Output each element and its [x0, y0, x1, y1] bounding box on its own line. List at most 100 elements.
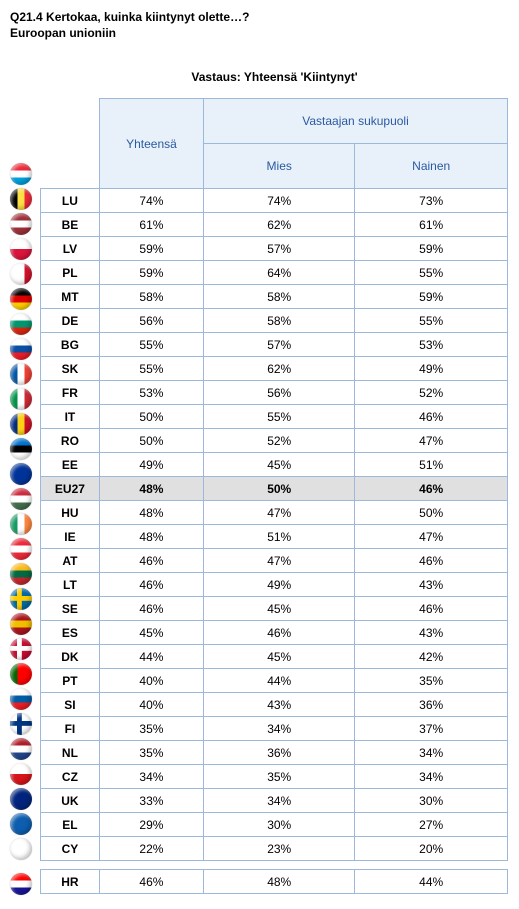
header-female: Nainen — [355, 144, 508, 189]
country-code: AT — [41, 549, 100, 573]
value-male: 58% — [204, 285, 355, 309]
value-male: 57% — [204, 237, 355, 261]
value-male: 55% — [204, 405, 355, 429]
value-total: 46% — [99, 870, 203, 894]
flag-icon — [10, 513, 32, 535]
value-female: 46% — [355, 549, 508, 573]
table-row: PL59%64%55% — [41, 261, 508, 285]
country-code: EE — [41, 453, 100, 477]
value-male: 43% — [204, 693, 355, 717]
country-code: BG — [41, 333, 100, 357]
value-male: 57% — [204, 333, 355, 357]
value-female: 20% — [355, 837, 508, 861]
value-male: 36% — [204, 741, 355, 765]
flag-icon — [10, 838, 32, 860]
question-subtitle: Euroopan unioniin — [10, 26, 509, 40]
flag-icon — [10, 288, 32, 310]
value-total: 50% — [99, 405, 203, 429]
value-female: 55% — [355, 261, 508, 285]
flag-icon — [10, 213, 32, 235]
table-row: DE56%58%55% — [41, 309, 508, 333]
value-female: 27% — [355, 813, 508, 837]
table-row: DK44%45%42% — [41, 645, 508, 669]
table-row: SI40%43%36% — [41, 693, 508, 717]
table-row: ES45%46%43% — [41, 621, 508, 645]
value-male: 56% — [204, 381, 355, 405]
value-female: 42% — [355, 645, 508, 669]
value-total: 44% — [99, 645, 203, 669]
flag-icon — [10, 563, 32, 585]
value-female: 36% — [355, 693, 508, 717]
table-row: MT58%58%59% — [41, 285, 508, 309]
flag-icon — [10, 688, 32, 710]
question-code: Q21.4 Kertokaa, kuinka kiintynyt olette…… — [10, 10, 509, 24]
table-row: BG55%57%53% — [41, 333, 508, 357]
value-total: 59% — [99, 261, 203, 285]
flag-icon — [10, 538, 32, 560]
table-row: IE48%51%47% — [41, 525, 508, 549]
country-code: SE — [41, 597, 100, 621]
flag-gap — [10, 861, 40, 871]
value-total: 50% — [99, 429, 203, 453]
country-code: RO — [41, 429, 100, 453]
value-male: 45% — [204, 645, 355, 669]
value-male: 34% — [204, 789, 355, 813]
country-code: SK — [41, 357, 100, 381]
flag-icon — [10, 488, 32, 510]
country-code: BE — [41, 213, 100, 237]
country-code: FR — [41, 381, 100, 405]
value-female: 46% — [355, 477, 508, 501]
country-code: LU — [41, 189, 100, 213]
table-row: EE49%45%51% — [41, 453, 508, 477]
country-code: EL — [41, 813, 100, 837]
table-row: NL35%36%34% — [41, 741, 508, 765]
value-male: 47% — [204, 549, 355, 573]
country-code: LV — [41, 237, 100, 261]
country-code: IE — [41, 525, 100, 549]
value-male: 44% — [204, 669, 355, 693]
value-female: 52% — [355, 381, 508, 405]
flag-icon — [10, 738, 32, 760]
value-male: 48% — [204, 870, 355, 894]
flag-icon — [10, 663, 32, 685]
flag-icon — [10, 813, 32, 835]
flags-column — [10, 98, 40, 896]
country-code: EU27 — [41, 477, 100, 501]
value-total: 46% — [99, 573, 203, 597]
country-code: DE — [41, 309, 100, 333]
value-female: 35% — [355, 669, 508, 693]
data-table: Yhteensä Vastaajan sukupuoli Mies Nainen… — [40, 98, 508, 894]
separator-row — [41, 861, 508, 870]
flag-icon — [10, 238, 32, 260]
table-row: CY22%23%20% — [41, 837, 508, 861]
value-female: 47% — [355, 525, 508, 549]
country-code: IT — [41, 405, 100, 429]
value-total: 40% — [99, 693, 203, 717]
value-total: 48% — [99, 525, 203, 549]
value-total: 34% — [99, 765, 203, 789]
value-total: 48% — [99, 501, 203, 525]
flag-icon — [10, 873, 32, 895]
value-female: 51% — [355, 453, 508, 477]
header-total: Yhteensä — [99, 99, 203, 189]
table-row: FR53%56%52% — [41, 381, 508, 405]
table-row: LU74%74%73% — [41, 189, 508, 213]
header-blank — [41, 99, 100, 189]
country-code: HU — [41, 501, 100, 525]
value-total: 45% — [99, 621, 203, 645]
table-row: EU2748%50%46% — [41, 477, 508, 501]
value-total: 48% — [99, 477, 203, 501]
flag-icon — [10, 713, 32, 735]
flag-icon — [10, 763, 32, 785]
value-male: 50% — [204, 477, 355, 501]
table-row: FI35%34%37% — [41, 717, 508, 741]
value-male: 30% — [204, 813, 355, 837]
value-female: 49% — [355, 357, 508, 381]
table-row: BE61%62%61% — [41, 213, 508, 237]
value-female: 61% — [355, 213, 508, 237]
value-total: 29% — [99, 813, 203, 837]
value-total: 40% — [99, 669, 203, 693]
value-female: 59% — [355, 285, 508, 309]
flag-icon — [10, 638, 32, 660]
flag-icon — [10, 188, 32, 210]
